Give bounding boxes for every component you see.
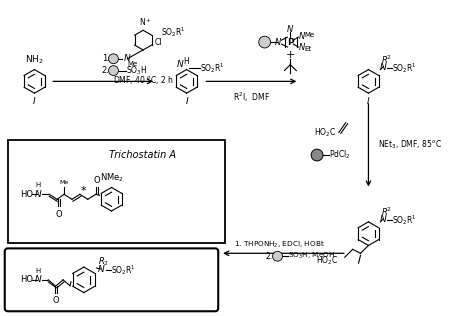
Text: HO: HO [20,275,34,284]
Circle shape [109,66,118,76]
Circle shape [311,149,323,161]
FancyBboxPatch shape [8,140,225,243]
Text: Cl: Cl [155,38,163,46]
Text: NMe$_2$: NMe$_2$ [100,171,123,184]
Circle shape [259,36,271,48]
Text: 1.: 1. [101,54,109,63]
Text: N: N [177,60,183,69]
Text: N$^+$: N$^+$ [139,17,152,28]
Text: R$^2$: R$^2$ [381,53,392,66]
Text: N: N [287,25,293,34]
Text: SO$_2$R$^1$: SO$_2$R$^1$ [201,61,225,75]
Text: SO$_2$R$^1$: SO$_2$R$^1$ [161,25,186,39]
Text: I: I [367,97,370,106]
Text: Me: Me [304,32,314,38]
Text: O: O [93,175,100,185]
Text: N: N [380,63,387,72]
Text: I: I [33,97,36,106]
Text: SO$_3$H, MeOH: SO$_3$H, MeOH [288,251,336,261]
Circle shape [273,251,283,261]
Text: N: N [380,216,387,224]
Text: 2.: 2. [265,252,273,261]
Text: N: N [35,190,42,199]
Text: SO$_2$R$^1$: SO$_2$R$^1$ [111,263,137,277]
Text: H: H [36,182,41,188]
Text: Me: Me [128,61,137,67]
Text: DMF, 40 $^o$C, 2 h: DMF, 40 $^o$C, 2 h [113,74,174,86]
Text: NH$_2$: NH$_2$ [25,53,44,66]
Text: N: N [35,275,42,284]
Circle shape [109,54,118,64]
Text: *: * [81,186,87,197]
Text: Trichostatin A: Trichostatin A [109,150,176,160]
Text: PdCl$_2$: PdCl$_2$ [329,149,351,161]
FancyBboxPatch shape [5,248,218,311]
Text: HO: HO [20,190,34,199]
Text: R$_2$: R$_2$ [98,256,109,268]
Text: P: P [287,38,294,46]
Text: SO$_2$R$^1$: SO$_2$R$^1$ [392,61,417,75]
Text: HO$_2$C: HO$_2$C [317,255,339,267]
Text: Et: Et [304,46,311,52]
Text: O: O [53,295,59,305]
Text: I: I [185,97,188,106]
Text: 2.: 2. [101,66,109,75]
Text: HO$_2$C: HO$_2$C [314,126,337,139]
Text: 1. THPONH$_2$, EDCI, HOBt: 1. THPONH$_2$, EDCI, HOBt [234,239,325,250]
Text: R$^2$: R$^2$ [381,206,392,218]
Text: N: N [123,54,130,63]
Text: N: N [299,44,306,52]
Text: N: N [274,38,281,46]
Text: R$^2$I,  DMF: R$^2$I, DMF [233,90,270,104]
Text: O: O [56,210,63,219]
Text: H: H [36,268,41,274]
Text: SO$_3$H: SO$_3$H [126,64,148,77]
Text: +: + [286,50,295,60]
Text: N: N [98,265,105,275]
Text: N: N [299,32,306,41]
Text: NEt$_3$, DMF, 85$^o$C: NEt$_3$, DMF, 85$^o$C [378,139,442,151]
Text: SO$_2$R$^1$: SO$_2$R$^1$ [392,213,417,227]
Text: Me: Me [59,179,69,185]
Text: H: H [184,57,190,66]
